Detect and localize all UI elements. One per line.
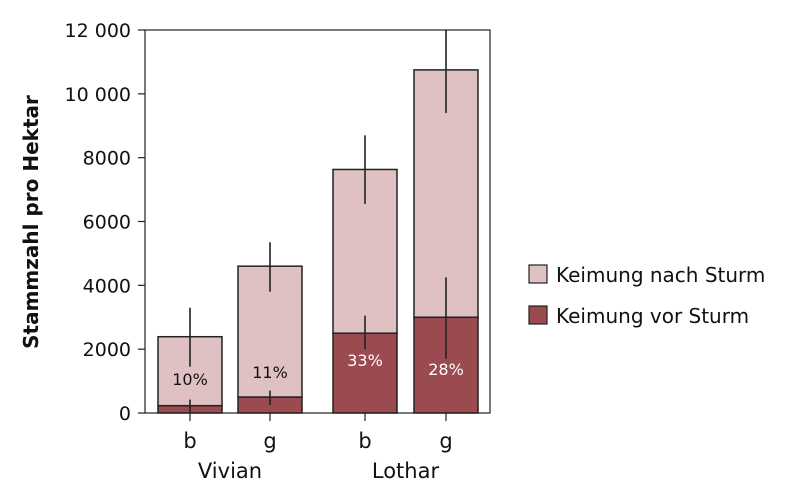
- y-tick-label: 12 000: [65, 20, 131, 42]
- y-tick-label: 2000: [83, 339, 131, 361]
- group-label: Lothar: [372, 459, 440, 483]
- y-tick-label: 8000: [83, 148, 131, 170]
- x-tick-label: g: [439, 429, 452, 453]
- legend: Keimung nach Sturm Keimung vor Sturm: [528, 263, 765, 328]
- group-label: Vivian: [198, 459, 262, 483]
- legend-label: Keimung vor Sturm: [556, 304, 749, 328]
- y-tick-label: 0: [119, 403, 131, 425]
- legend-swatch: [528, 305, 548, 325]
- x-tick-label: g: [263, 429, 276, 453]
- y-tick-label: 10 000: [65, 84, 131, 106]
- percent-label: 33%: [347, 351, 383, 370]
- legend-swatch: [528, 264, 548, 284]
- legend-label: Keimung nach Sturm: [556, 263, 765, 287]
- x-tick-label: b: [358, 429, 371, 453]
- percent-label: 11%: [252, 363, 288, 382]
- x-tick-label: b: [183, 429, 196, 453]
- percent-label: 10%: [172, 370, 208, 389]
- y-axis-label: Stammzahl pro Hektar: [19, 95, 43, 349]
- y-tick-label: 4000: [83, 275, 131, 297]
- y-axis: 0 2000 4000 6000 8000 10 000 12 000: [65, 20, 145, 425]
- percent-label: 28%: [428, 360, 464, 379]
- error-bars: [189, 30, 447, 413]
- percent-labels: 10% 11% 33% 28%: [172, 351, 464, 389]
- y-tick-label: 6000: [83, 212, 131, 234]
